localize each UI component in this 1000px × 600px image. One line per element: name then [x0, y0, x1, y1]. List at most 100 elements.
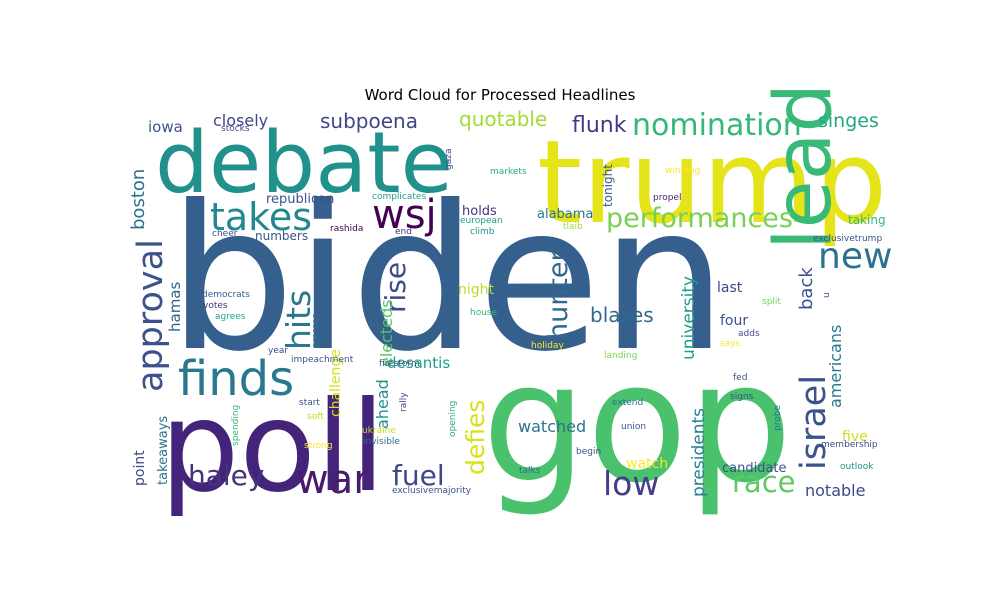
word-low: low	[603, 464, 659, 503]
word-hits: hits	[279, 290, 318, 350]
word-adds: adds	[738, 329, 760, 339]
word-rise: rise	[379, 262, 412, 313]
word-holiday: holiday	[531, 341, 564, 351]
word-flunk: flunk	[572, 113, 627, 138]
word-new: new	[818, 236, 892, 277]
word-exclusivemajority: exclusivemajority	[392, 486, 472, 496]
word-last: last	[717, 280, 743, 296]
word-night: night	[458, 282, 495, 298]
word-signs: signs	[730, 392, 754, 402]
word-takeaways: takeaways	[156, 416, 171, 485]
word-debate: debate	[155, 114, 453, 213]
word-talks: talks	[519, 466, 541, 476]
word-iowa: iowa	[148, 118, 183, 136]
word-quotable: quotable	[459, 107, 547, 131]
word-spending: spending	[231, 405, 241, 446]
word-fuel: fuel	[392, 459, 445, 492]
word-candidate: candidate	[722, 461, 787, 476]
word-propel: propel	[653, 193, 681, 203]
word-begin: begin	[576, 447, 601, 457]
word-opening: opening	[448, 401, 458, 437]
word-ukraine: ukraine	[362, 426, 396, 436]
word-house: house	[470, 308, 498, 318]
word-watched: watched	[518, 417, 586, 436]
word-finds: finds	[178, 351, 294, 407]
word-back: back	[796, 267, 817, 310]
word-union: union	[621, 422, 646, 432]
word-republican: republican	[266, 192, 334, 207]
word-haley: haley	[188, 459, 264, 492]
word-watch: watch	[626, 456, 668, 472]
word-outlook: outlook	[840, 462, 874, 472]
word-electeds: electeds	[377, 299, 396, 367]
word-alabama: alabama	[537, 207, 593, 222]
word-end: end	[395, 227, 412, 237]
word-winding: winding	[665, 166, 700, 176]
word-membership: membership	[821, 440, 878, 450]
word-blazes: blazes	[590, 303, 654, 327]
word-rally: rally	[399, 392, 409, 412]
word-fed: fed	[733, 373, 747, 383]
word-cheer: cheer	[212, 229, 238, 239]
word-impeachment: impeachment	[291, 355, 354, 365]
word-taking: taking	[848, 213, 886, 227]
word-israel: israel	[794, 375, 834, 470]
word-markets: markets	[490, 167, 527, 177]
word-votes: votes	[203, 301, 228, 311]
word-presidents: presidents	[689, 408, 709, 497]
word-democrats: democrats	[202, 290, 250, 300]
word-exclusivetrump: exclusivetrump	[813, 234, 882, 244]
word-closely: closely	[213, 111, 268, 130]
word-performances: performances	[606, 203, 793, 234]
word-hamas: hamas	[166, 281, 184, 332]
word-holds: holds	[462, 204, 497, 219]
word-start: start	[299, 398, 320, 408]
word-gop: gop	[482, 327, 792, 519]
word-desantis: desantis	[387, 354, 450, 372]
word-nomination: nomination	[632, 108, 802, 143]
word-four: four	[720, 313, 748, 329]
word-invisible: invisible	[363, 437, 400, 447]
word-extend: extend	[612, 398, 643, 408]
word-ahead: ahead	[373, 379, 392, 429]
word-challenge: challenge	[328, 349, 344, 417]
word-point: point	[132, 450, 148, 486]
word-notable: notable	[805, 481, 865, 500]
word-university: university	[679, 276, 699, 360]
word-complicates: complicates	[372, 192, 426, 202]
word-five: five	[842, 429, 868, 445]
word-boston: boston	[128, 169, 149, 230]
word-approval: approval	[131, 239, 171, 392]
word-presses: presses	[311, 313, 321, 348]
word-numbers: numbers	[255, 229, 308, 243]
word-wsj: wsj	[372, 192, 437, 238]
word-european: european	[460, 216, 503, 226]
word-stocks: stocks	[221, 124, 250, 134]
word-lead: lead	[759, 83, 849, 250]
word-split: split	[762, 297, 781, 307]
word-strong: strong	[304, 441, 333, 451]
chart-title: Word Cloud for Processed Headlines	[364, 86, 636, 104]
word-tlaib: tlaib	[563, 222, 583, 232]
word-agrees: agrees	[215, 312, 246, 322]
word-war: war	[296, 457, 370, 503]
word-biden: biden	[168, 163, 727, 396]
word-probe: probe	[773, 405, 783, 431]
word-says: says	[720, 339, 741, 349]
word-firestorm: firestorm	[379, 359, 420, 369]
word-singes: singes	[818, 110, 879, 132]
word-poll: poll	[160, 375, 385, 520]
word-climb: climb	[470, 227, 495, 237]
word-race: race	[732, 465, 795, 499]
word-trump: trump	[537, 116, 887, 250]
word-takes: takes	[210, 195, 312, 239]
word-americans: americans	[826, 325, 845, 408]
word-landing: landing	[604, 351, 637, 361]
word-gaza: gaza	[444, 149, 454, 170]
word-year: year	[268, 346, 288, 356]
word-u: u	[822, 292, 832, 298]
word-soft: soft	[307, 412, 324, 422]
word-subpoena: subpoena	[320, 109, 418, 133]
